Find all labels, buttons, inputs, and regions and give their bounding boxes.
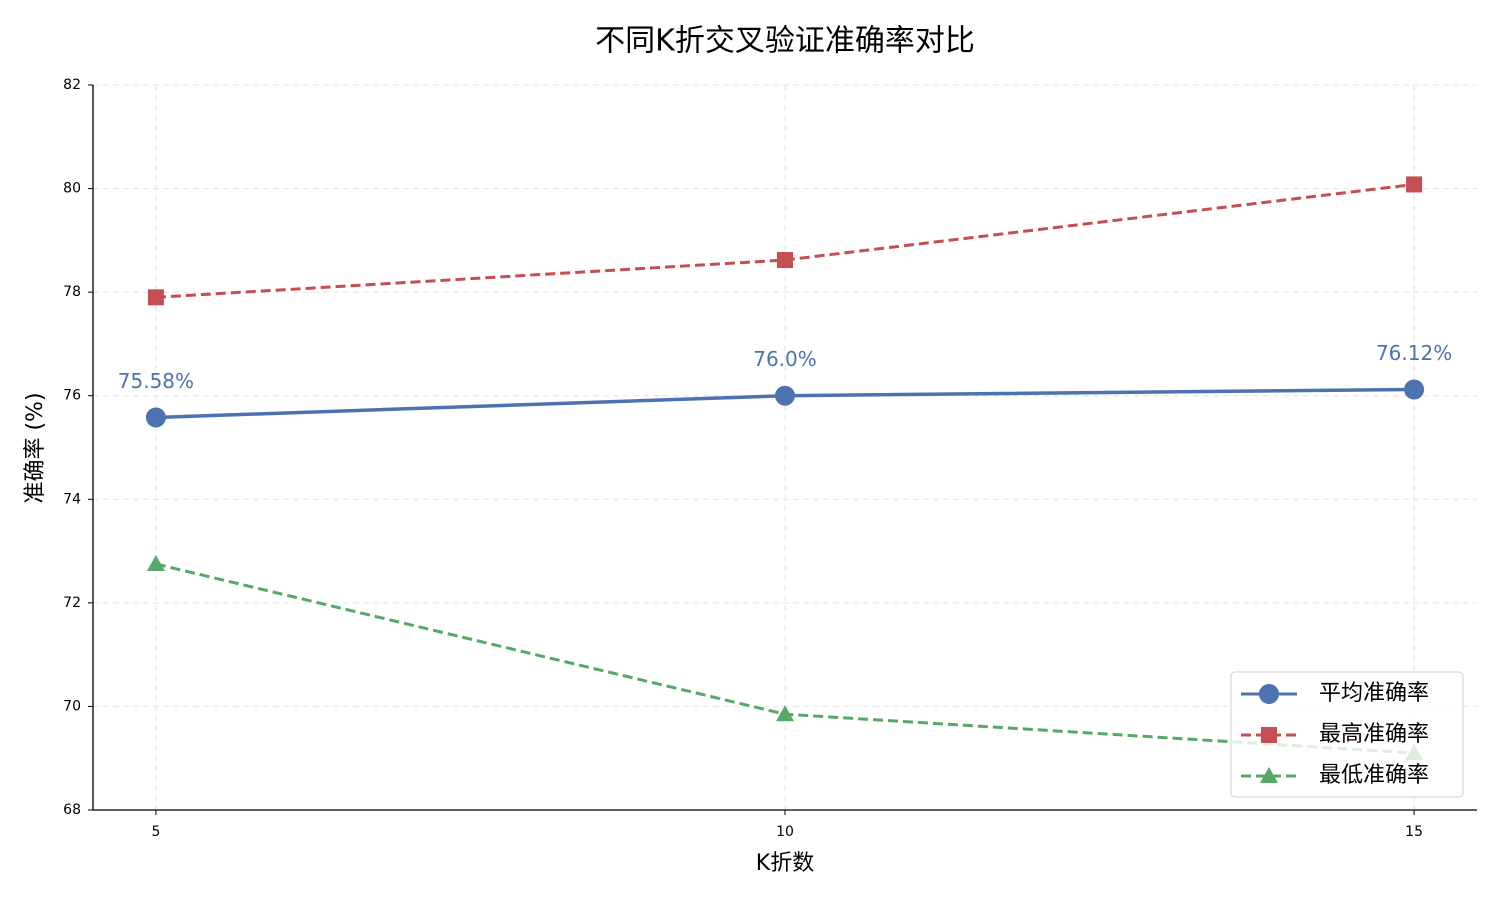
y-tick-label: 76: [63, 388, 81, 404]
legend-marker: [1259, 684, 1279, 704]
data-point: [1406, 176, 1423, 193]
data-point: [1404, 379, 1425, 400]
x-tick-label: 5: [151, 824, 160, 840]
legend-marker: [1261, 727, 1277, 743]
data-point: [145, 407, 166, 428]
y-tick-label: 82: [63, 77, 81, 93]
x-axis-label: K折数: [756, 851, 814, 876]
data-point: [146, 555, 165, 572]
legend-marker: [1260, 767, 1278, 783]
y-tick-label: 80: [63, 181, 81, 197]
legend-label: 平均准确率: [1319, 681, 1429, 706]
data-point: [776, 705, 794, 722]
legend-label: 最低准确率: [1319, 763, 1429, 788]
y-tick-label: 74: [63, 491, 81, 507]
x-tick-label: 10: [776, 824, 794, 840]
y-tick-label: 72: [63, 595, 81, 611]
y-tick-label: 78: [63, 284, 81, 300]
data-point: [775, 385, 795, 406]
data-label: 76.0%: [753, 347, 817, 371]
x-tick-label: 15: [1405, 824, 1423, 840]
y-tick-label: 70: [63, 698, 81, 714]
legend-box: [1230, 671, 1464, 798]
y-axis-label: 准确率 (%): [23, 392, 48, 503]
chart-title: 不同K折交叉验证准确率对比: [595, 24, 975, 59]
data-label: 76.12%: [1376, 341, 1452, 365]
legend-label: 最高准确率: [1319, 722, 1429, 747]
y-tick-label: 68: [63, 802, 81, 818]
data-point: [147, 289, 164, 306]
data-point: [777, 252, 793, 269]
data-label: 75.58%: [118, 369, 194, 393]
